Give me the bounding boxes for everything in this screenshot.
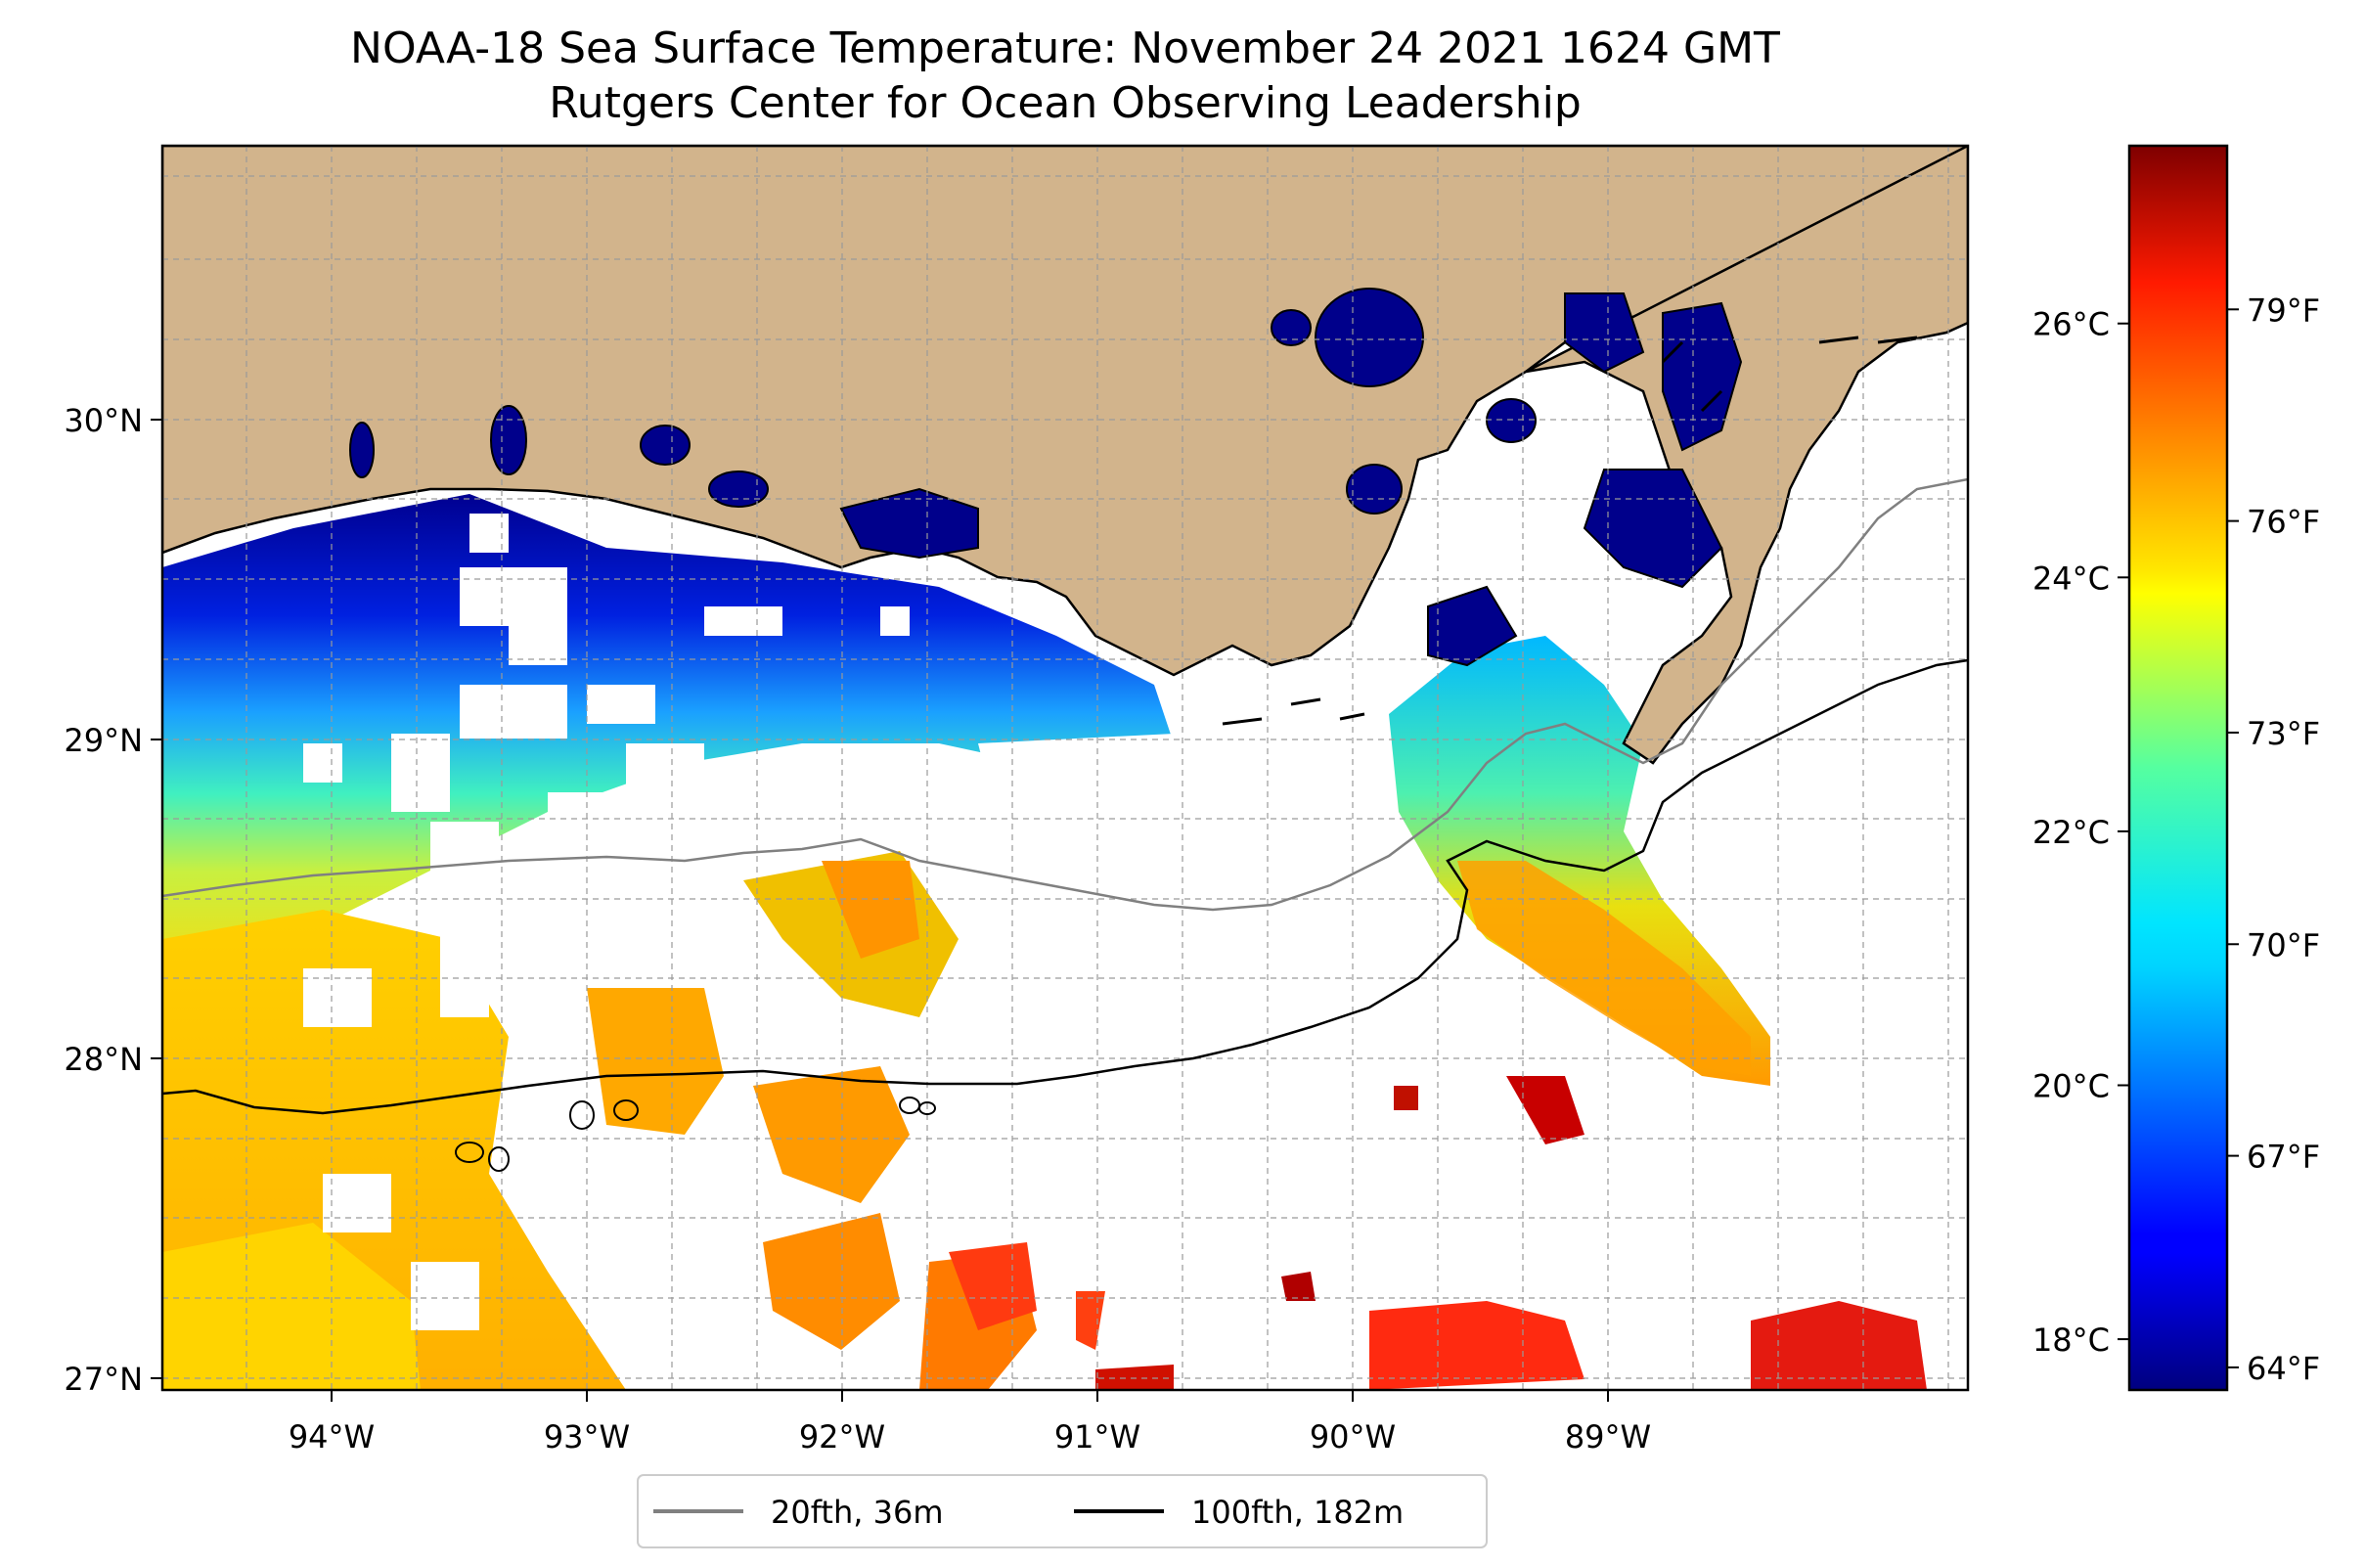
colorbar-fahrenheit-ticks: 79°F 76°F 73°F 70°F 67°F 64°F: [2227, 291, 2320, 1387]
map-subtitle: Rutgers Center for Ocean Observing Leade…: [549, 78, 1582, 128]
fahrenheit-tick-label: 79°F: [2247, 291, 2320, 329]
fahrenheit-tick-label: 67°F: [2247, 1139, 2320, 1176]
latitude-labels: 30°N 29°N 28°N 27°N: [64, 402, 143, 1398]
colorbar-celsius-ticks: 26°C 24°C 22°C 20°C 18°C: [2032, 306, 2129, 1359]
shelf-sst-region: [162, 494, 1174, 978]
warm-sst-patches: [162, 851, 1105, 1390]
isobath-20fth: [162, 477, 1968, 912]
lon-tick-label: 91°W: [1054, 1418, 1140, 1456]
celsius-tick-label: 26°C: [2032, 306, 2110, 343]
lon-tick-label: 94°W: [289, 1418, 375, 1456]
banks-contours: [455, 1097, 936, 1172]
legend-box: [637, 1474, 1488, 1548]
map-title: NOAA-18 Sea Surface Temperature: Novembe…: [350, 23, 1780, 73]
celsius-tick-label: 18°C: [2032, 1322, 2110, 1359]
coastline-details: [1222, 336, 1918, 726]
colorbar: 26°C 24°C 22°C 20°C 18°C 79°F 76°F 73°F 70°F 67°…: [2032, 144, 2320, 1392]
map-gridlines: [162, 146, 1968, 1390]
map-frame: [160, 144, 1970, 1392]
lon-tick-label: 92°W: [799, 1418, 885, 1456]
isobath-legend: 20fth, 36m 100fth, 182m: [637, 1474, 1488, 1548]
axis-ticks: [151, 419, 1609, 1402]
lake-pontchartrain: [1315, 288, 1424, 387]
fahrenheit-tick-label: 73°F: [2247, 715, 2320, 752]
legend-label-100fth: 100fth, 182m: [1191, 1494, 1404, 1531]
fahrenheit-tick-label: 76°F: [2247, 504, 2320, 541]
lat-tick-label: 28°N: [64, 1041, 143, 1078]
celsius-tick-label: 24°C: [2032, 560, 2110, 597]
longitude-labels: 94°W 93°W 92°W 91°W 90°W 89°W: [289, 1418, 1651, 1456]
fahrenheit-tick-label: 64°F: [2247, 1350, 2320, 1387]
legend-label-20fth: 20fth, 36m: [771, 1494, 943, 1531]
celsius-tick-label: 20°C: [2032, 1067, 2110, 1104]
celsius-tick-label: 22°C: [2032, 814, 2110, 851]
hot-sst-patches: [1095, 1076, 1927, 1390]
lon-tick-label: 93°W: [544, 1418, 630, 1456]
lat-tick-label: 30°N: [64, 402, 143, 439]
fahrenheit-tick-label: 70°F: [2247, 926, 2320, 963]
colorbar-gradient: [2127, 144, 2229, 1392]
lon-tick-label: 90°W: [1310, 1418, 1396, 1456]
map-panel: [162, 146, 1968, 1390]
lat-tick-label: 27°N: [64, 1361, 143, 1398]
inland-waters: [349, 288, 1743, 667]
lat-tick-label: 29°N: [64, 722, 143, 759]
isobath-100fth: [162, 658, 1968, 1115]
delta-warm-core: [1457, 861, 1751, 1076]
lon-tick-label: 89°W: [1565, 1418, 1651, 1456]
